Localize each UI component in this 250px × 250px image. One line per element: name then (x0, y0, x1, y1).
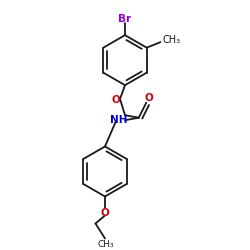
Text: CH₃: CH₃ (162, 35, 181, 45)
Text: Br: Br (118, 14, 132, 24)
Text: O: O (111, 96, 120, 106)
Text: O: O (100, 208, 109, 218)
Text: O: O (145, 93, 154, 103)
Text: NH: NH (110, 115, 128, 125)
Text: CH₃: CH₃ (98, 240, 114, 249)
